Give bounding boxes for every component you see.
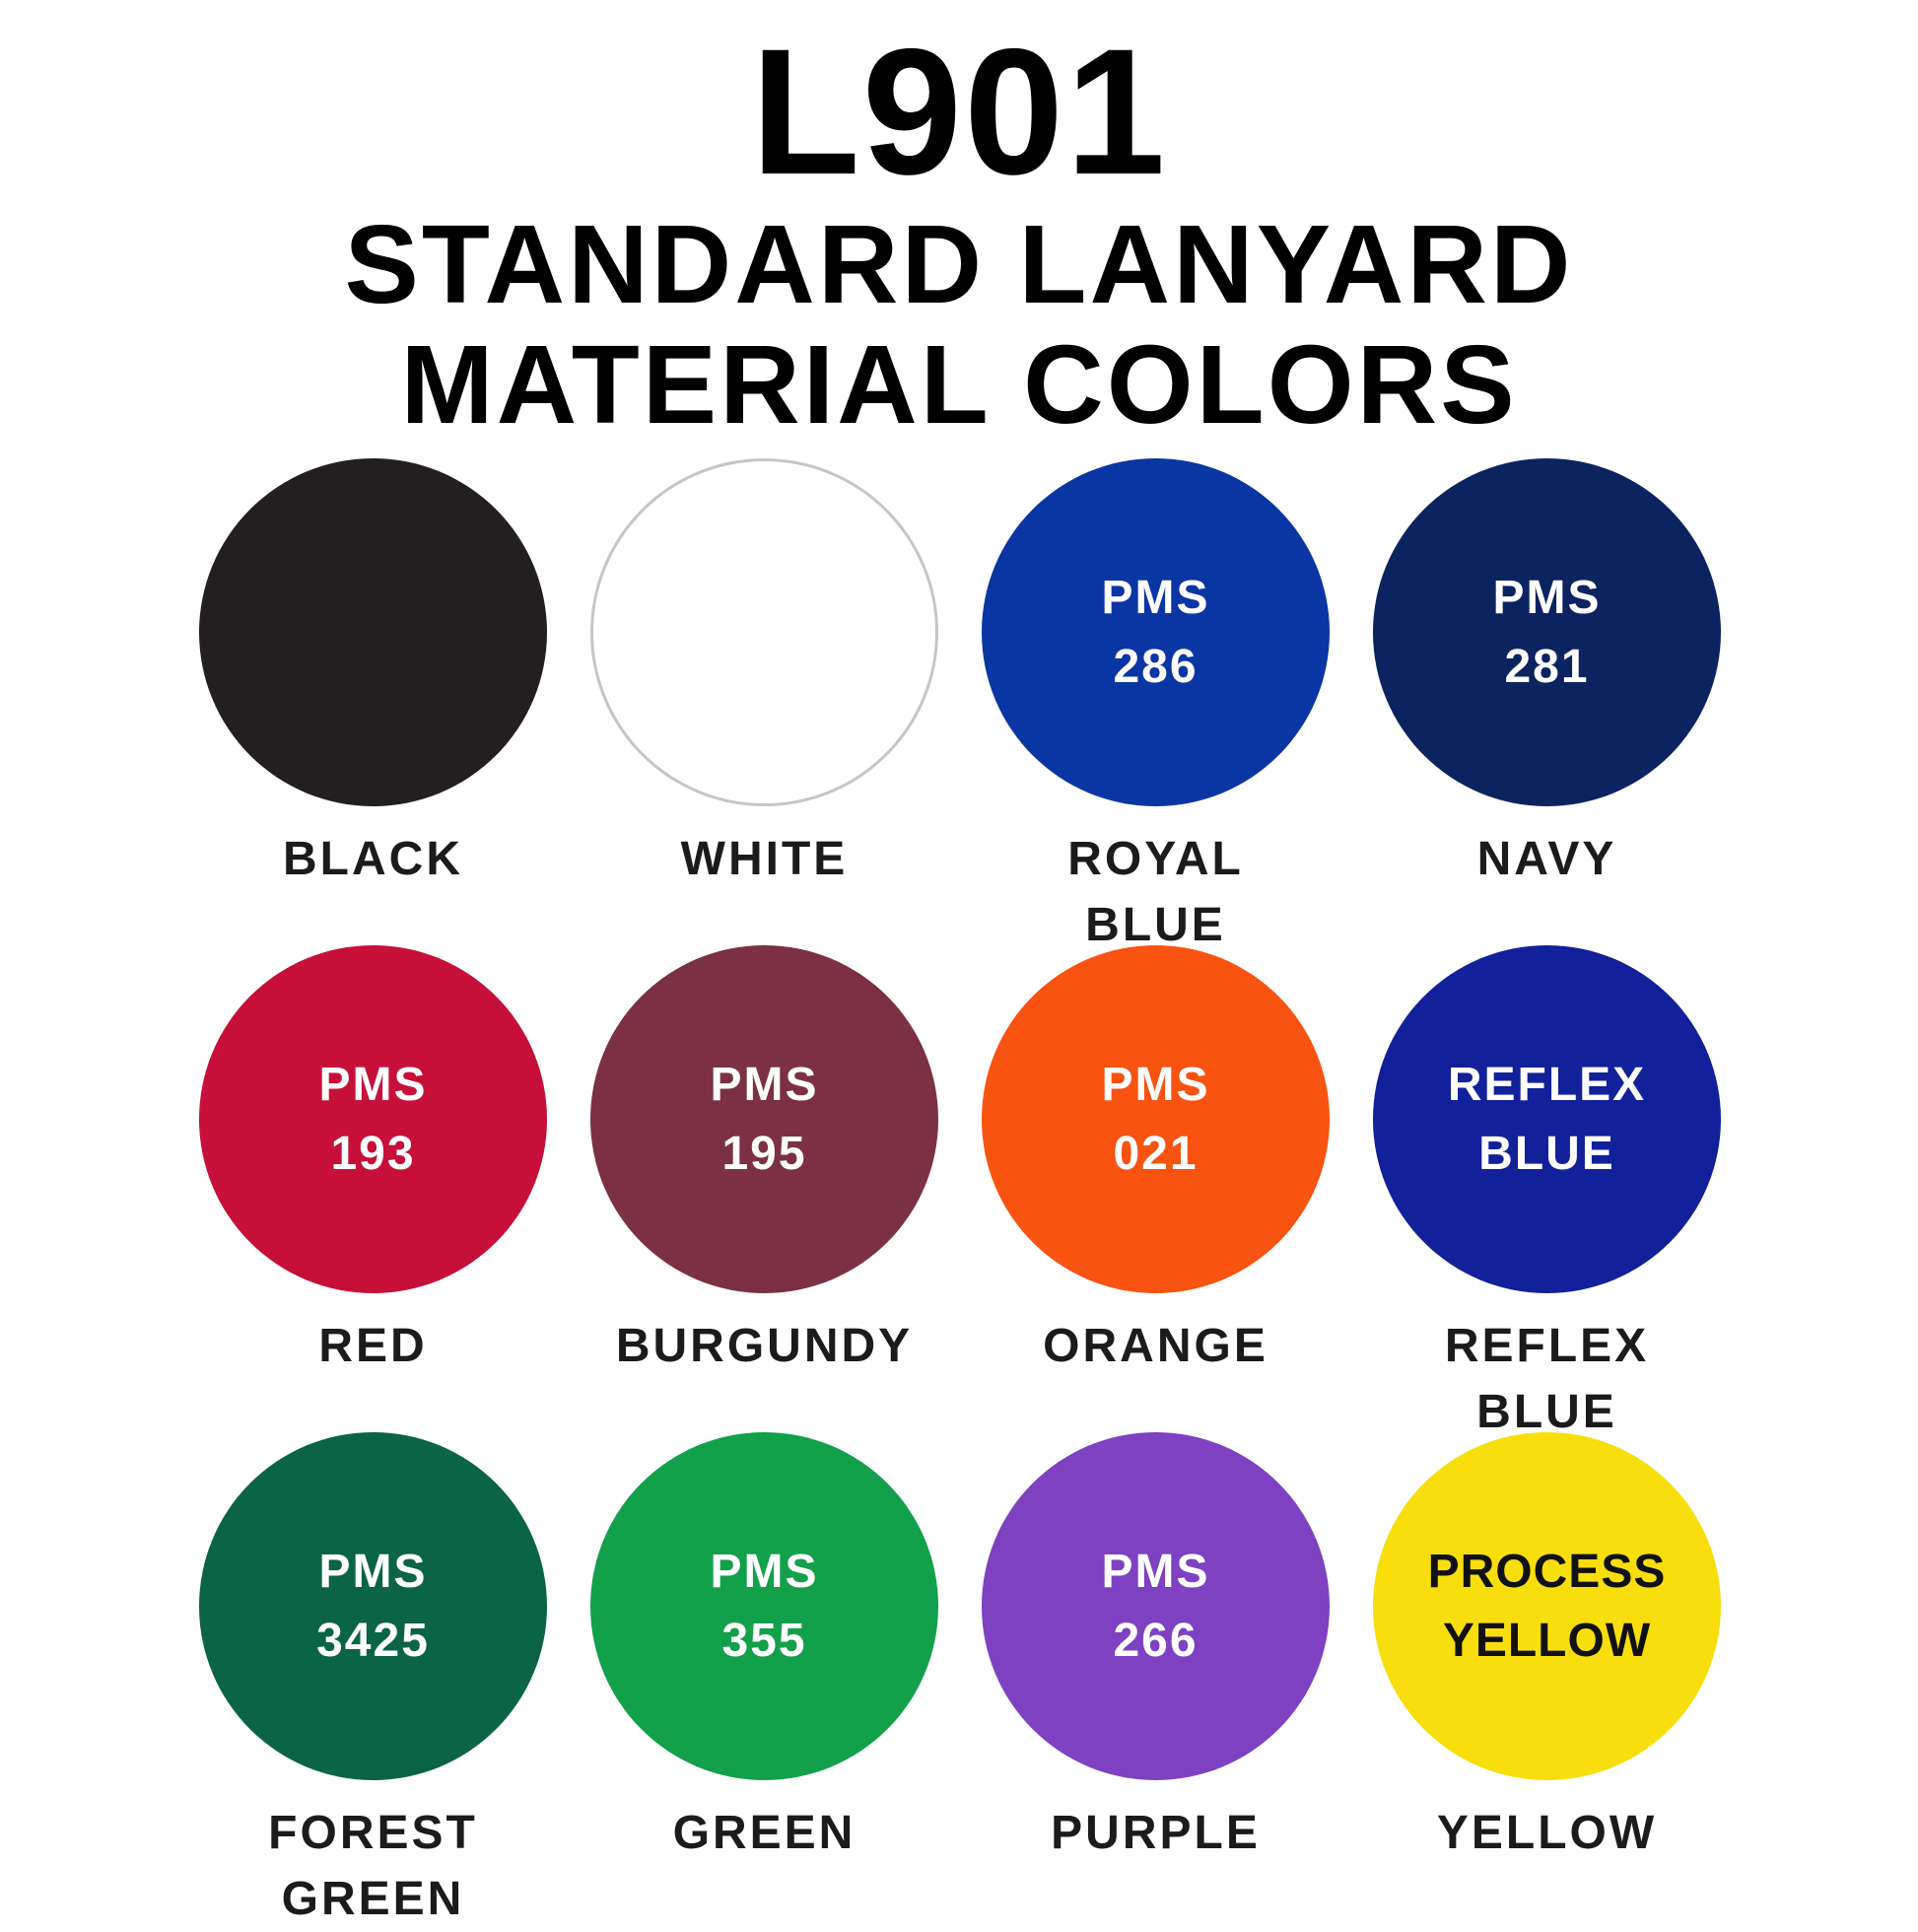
swatch-orange: PMS 021 ORANGE — [960, 945, 1351, 1432]
swatch-burgundy: PMS 195 BURGUNDY — [569, 945, 960, 1432]
swatch-black: BLACK — [177, 458, 569, 945]
swatch-red: PMS 193 RED — [177, 945, 569, 1432]
title-block: L901 STANDARD LANYARD MATERIAL COLORS — [0, 22, 1918, 443]
swatch-royal-blue: PMS 286 ROYAL BLUE — [960, 458, 1351, 951]
white-label: WHITE — [680, 833, 849, 885]
page-title: L901 — [750, 11, 1168, 212]
swatch-white: WHITE — [569, 458, 960, 945]
reflex-blue-circle-text: REFLEX BLUE — [1447, 1058, 1647, 1180]
reflex-blue-circle: REFLEX BLUE — [1373, 945, 1721, 1293]
royal-blue-circle-text: PMS 286 — [1101, 571, 1210, 693]
green-circle-text: PMS 355 — [710, 1545, 819, 1667]
forest-green-circle-text: PMS 3425 — [316, 1545, 430, 1667]
green-label: GREEN — [672, 1807, 856, 1859]
red-circle-text: PMS 193 — [318, 1058, 428, 1180]
forest-green-circle: PMS 3425 — [199, 1432, 547, 1780]
black-label: BLACK — [283, 833, 463, 885]
white-circle — [590, 458, 938, 806]
burgundy-circle-text: PMS 195 — [710, 1058, 819, 1180]
red-circle: PMS 193 — [199, 945, 547, 1293]
red-label: RED — [318, 1320, 428, 1372]
yellow-circle-text: PROCESS YELLOW — [1427, 1545, 1667, 1667]
swatch-green: PMS 355 GREEN — [569, 1432, 960, 1919]
forest-green-label: FOREST GREEN — [268, 1807, 478, 1926]
purple-label: PURPLE — [1051, 1807, 1261, 1859]
orange-circle-text: PMS 021 — [1101, 1058, 1210, 1180]
swatch-yellow: PROCESS YELLOW YELLOW — [1351, 1432, 1743, 1919]
royal-blue-circle: PMS 286 — [982, 458, 1330, 806]
orange-circle: PMS 021 — [982, 945, 1330, 1293]
royal-blue-label: ROYAL BLUE — [1067, 833, 1244, 952]
swatch-reflex-blue: REFLEX BLUE REFLEX BLUE — [1351, 945, 1743, 1438]
navy-circle-text: PMS 281 — [1492, 571, 1602, 693]
purple-circle-text: PMS 266 — [1101, 1545, 1210, 1667]
swatch-forest-green: PMS 3425 FOREST GREEN — [177, 1432, 569, 1925]
burgundy-label: BURGUNDY — [615, 1320, 914, 1372]
reflex-blue-label: REFLEX BLUE — [1444, 1320, 1650, 1439]
swatch-grid: BLACK WHITE PMS 286 ROYAL BLUE PMS 281 NAVY… — [177, 458, 1743, 1925]
navy-label: NAVY — [1476, 833, 1617, 885]
green-circle: PMS 355 — [590, 1432, 938, 1780]
purple-circle: PMS 266 — [982, 1432, 1330, 1780]
swatch-navy: PMS 281 NAVY — [1351, 458, 1743, 945]
navy-circle: PMS 281 — [1373, 458, 1721, 806]
swatch-purple: PMS 266 PURPLE — [960, 1432, 1351, 1919]
page-subtitle-line2: MATERIAL COLORS — [400, 322, 1518, 448]
yellow-circle: PROCESS YELLOW — [1373, 1432, 1721, 1780]
burgundy-circle: PMS 195 — [590, 945, 938, 1293]
black-circle — [199, 458, 547, 806]
page-subtitle-line1: STANDARD LANYARD — [344, 202, 1574, 326]
yellow-label: YELLOW — [1436, 1807, 1658, 1859]
orange-label: ORANGE — [1043, 1320, 1268, 1372]
